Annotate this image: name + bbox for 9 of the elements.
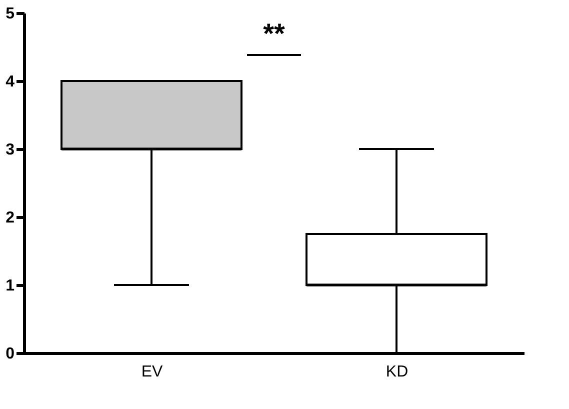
x-tick-label: KD xyxy=(386,364,408,380)
y-tick-label: 1 xyxy=(6,278,15,294)
y-tick-label: 3 xyxy=(6,142,15,158)
y-tick-label: 5 xyxy=(6,6,15,22)
y-tick-label: 4 xyxy=(6,74,15,90)
x-tick-label: EV xyxy=(141,364,163,380)
annotation: ** xyxy=(263,18,285,49)
y-tick-label: 0 xyxy=(6,346,15,362)
y-tick-label: 2 xyxy=(6,210,15,226)
